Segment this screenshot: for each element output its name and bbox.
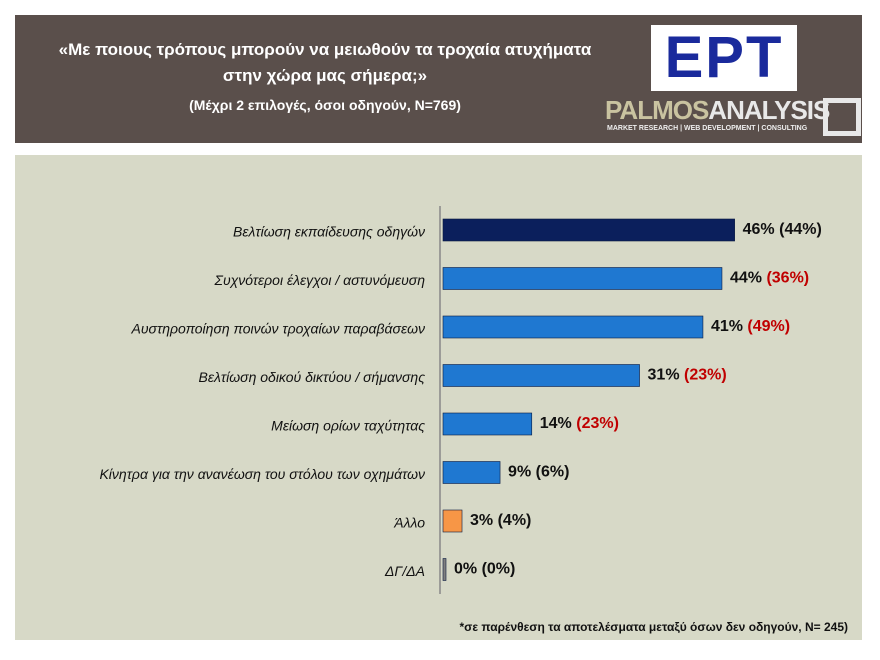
value-label: 46% (44%) <box>743 221 822 238</box>
value-label-secondary: (44%) <box>779 221 822 238</box>
logo: ΕΡΤ <box>651 25 797 91</box>
brand-tagline: MARKET RESEARCH | WEB DEVELOPMENT | CONS… <box>607 125 808 132</box>
category-label: Αυστηροποίηση ποινών τροχαίων παραβάσεων <box>131 321 426 337</box>
bar <box>442 364 640 387</box>
category-label: ΔΓ/ΔΑ <box>384 563 425 579</box>
header: «Με ποιους τρόπους μπορούν να μειωθούν τ… <box>15 15 862 143</box>
category-label: Μείωση ορίων ταχύτητας <box>271 418 425 434</box>
category-label: Βελτίωση οδικού δικτύου / σήμανσης <box>199 369 426 385</box>
value-label-secondary: (23%) <box>576 415 619 432</box>
value-label: 0% (0%) <box>454 561 515 578</box>
bar <box>442 218 735 242</box>
value-label-main: 0% <box>454 561 477 578</box>
bar <box>442 412 533 436</box>
value-label-main: 9% <box>508 464 531 481</box>
title: «Με ποιους τρόπους μπορούν να μειωθούν τ… <box>58 40 592 85</box>
footnote: *σε παρένθεση τα αποτελέσματα μεταξύ όσω… <box>459 620 848 634</box>
value-label-main: 44% <box>730 270 762 287</box>
subtitle: (Μέχρι 2 επιλογές, όσοι οδηγούν, N=769) <box>189 97 461 113</box>
bar <box>442 315 704 339</box>
value-label-secondary: (36%) <box>766 270 809 287</box>
category-label: Κίνητρα για την ανανέωση του στόλου των … <box>99 466 425 482</box>
value-label: 3% (4%) <box>470 512 531 529</box>
brand-b: ANALYSIS <box>708 95 830 125</box>
value-label-secondary: (23%) <box>684 367 727 384</box>
value-label: 41% (49%) <box>711 318 790 335</box>
value-label-main: 41% <box>711 318 743 335</box>
value-label-secondary: (4%) <box>498 512 532 529</box>
bar <box>442 558 447 581</box>
brand: PALMOSANALYSIS <box>605 95 830 126</box>
bar <box>442 509 463 533</box>
category-label: Συχνότεροι έλεγχοι / αστυνόμευση <box>214 272 426 288</box>
value-label-secondary: (49%) <box>747 318 790 335</box>
value-label-main: 3% <box>470 512 493 529</box>
value-label: 9% (6%) <box>508 464 569 481</box>
category-label: Άλλο <box>393 515 425 531</box>
bar <box>442 267 723 290</box>
value-label-main: 31% <box>648 367 680 384</box>
value-label-main: 46% <box>743 221 775 238</box>
value-label-main: 14% <box>540 415 572 432</box>
brand-a: PALMOS <box>605 95 709 125</box>
value-label-secondary: (0%) <box>482 561 516 578</box>
bar <box>442 461 501 484</box>
value-label-secondary: (6%) <box>536 464 570 481</box>
value-label: 31% (23%) <box>648 367 727 384</box>
value-label: 44% (36%) <box>730 270 809 287</box>
value-label: 14% (23%) <box>540 415 619 432</box>
brand-icon <box>823 98 861 136</box>
category-label: Βελτίωση εκπαίδευσης οδηγών <box>233 224 425 240</box>
